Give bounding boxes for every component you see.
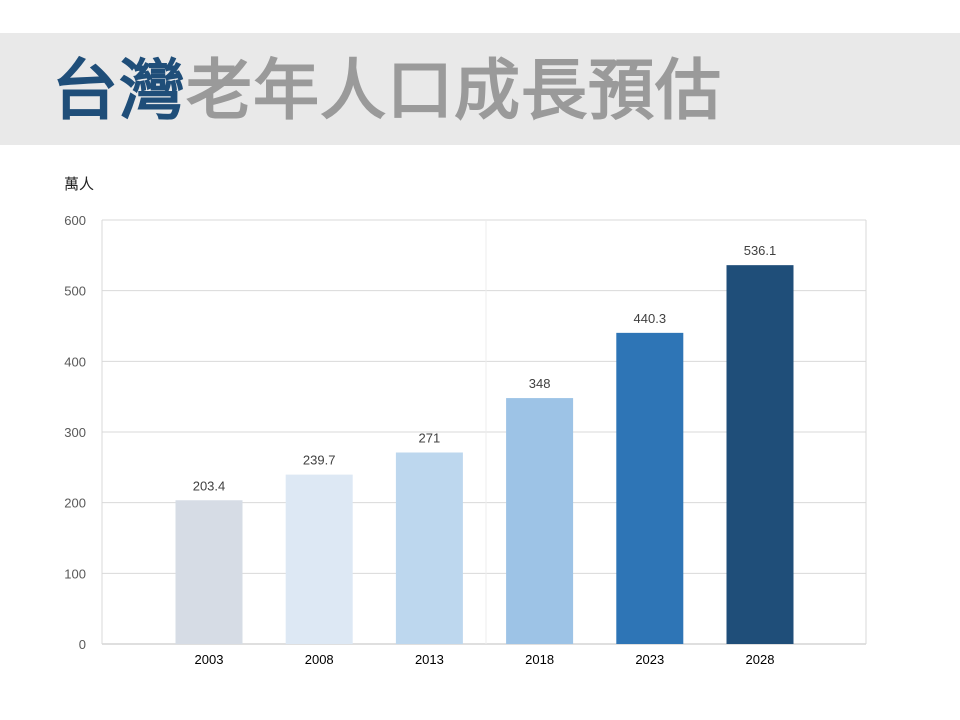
y-axis-unit-label: 萬人 xyxy=(64,175,95,193)
y-tick-label: 300 xyxy=(64,425,86,440)
y-tick-label: 500 xyxy=(64,284,86,299)
x-tick-label: 2018 xyxy=(525,652,554,667)
x-tick-label: 2028 xyxy=(746,652,775,667)
data-label: 536.1 xyxy=(744,243,777,258)
bar xyxy=(395,452,463,644)
bar xyxy=(726,265,794,644)
x-tick-label: 2003 xyxy=(195,652,224,667)
y-tick-label: 0 xyxy=(79,637,86,652)
bar xyxy=(285,474,353,644)
bar xyxy=(175,500,243,644)
bars xyxy=(175,265,794,644)
data-label: 348 xyxy=(529,376,551,391)
data-label: 440.3 xyxy=(634,311,667,326)
data-label: 203.4 xyxy=(193,478,226,493)
x-tick-label: 2023 xyxy=(635,652,664,667)
x-tick-labels: 2003 2008 2013 2018 2023 2028 xyxy=(195,652,775,667)
bar xyxy=(616,332,684,644)
y-tick-label: 100 xyxy=(64,566,86,581)
x-tick-label: 2013 xyxy=(415,652,444,667)
data-label: 239.7 xyxy=(303,453,336,468)
y-tick-label: 600 xyxy=(64,213,86,228)
title-accent: 台灣 xyxy=(52,52,186,129)
y-tick-label: 400 xyxy=(64,354,86,369)
data-labels: 203.4 239.7 271 348 440.3 536.1 xyxy=(193,243,777,493)
y-tick-labels: 0 100 200 300 400 500 600 xyxy=(64,213,86,652)
x-tick-label: 2008 xyxy=(305,652,334,667)
title-band xyxy=(0,33,960,145)
y-tick-label: 200 xyxy=(64,496,86,511)
page-title: 台灣老年人口成長預估 xyxy=(52,46,722,136)
title-rest: 老年人口成長預估 xyxy=(186,52,722,129)
bar xyxy=(506,398,574,644)
data-label: 271 xyxy=(419,430,441,445)
